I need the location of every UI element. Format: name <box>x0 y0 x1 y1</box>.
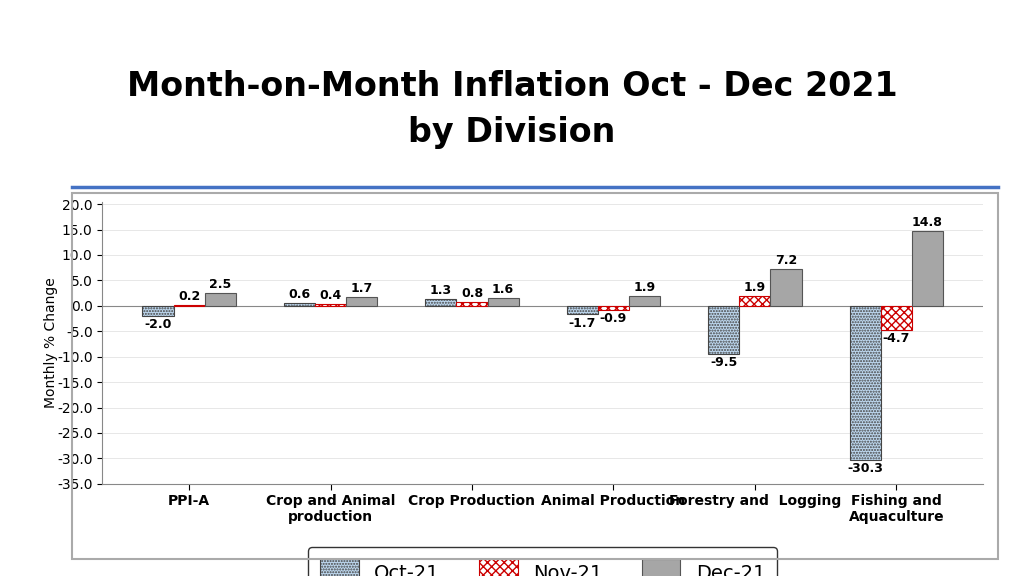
Text: 0.2: 0.2 <box>178 290 201 303</box>
Bar <box>739 296 770 306</box>
Text: 7.2: 7.2 <box>775 254 797 267</box>
Text: -2.0: -2.0 <box>144 318 172 331</box>
Text: by Division: by Division <box>409 116 615 149</box>
Text: Month-on-Month Inflation Oct - Dec 2021: Month-on-Month Inflation Oct - Dec 2021 <box>127 70 897 103</box>
Text: 1.6: 1.6 <box>493 283 514 295</box>
Text: 1.9: 1.9 <box>743 281 766 294</box>
Bar <box>346 297 377 306</box>
Bar <box>284 303 315 306</box>
Text: -30.3: -30.3 <box>847 462 883 475</box>
Bar <box>205 293 236 306</box>
Text: 1.3: 1.3 <box>430 284 452 297</box>
Bar <box>457 302 487 306</box>
Bar <box>315 304 346 306</box>
Text: 1.9: 1.9 <box>634 281 655 294</box>
Bar <box>487 298 519 306</box>
Bar <box>881 306 912 329</box>
Bar <box>850 306 881 460</box>
Text: 1.7: 1.7 <box>350 282 373 295</box>
Text: 2.5: 2.5 <box>209 278 231 291</box>
Bar <box>173 305 205 306</box>
Y-axis label: Monthly % Change: Monthly % Change <box>44 278 58 408</box>
Text: -9.5: -9.5 <box>711 356 737 369</box>
Text: -1.7: -1.7 <box>568 317 596 329</box>
Bar <box>629 296 660 306</box>
Bar <box>770 269 802 306</box>
Text: -4.7: -4.7 <box>883 332 910 345</box>
Bar <box>598 306 629 310</box>
Bar <box>566 306 598 314</box>
Bar <box>425 300 457 306</box>
Text: 0.4: 0.4 <box>319 289 342 302</box>
Bar <box>142 306 173 316</box>
Legend: Oct-21, Nov-21, Dec-21: Oct-21, Nov-21, Dec-21 <box>308 547 777 576</box>
Text: 0.8: 0.8 <box>461 287 483 300</box>
Text: 0.6: 0.6 <box>289 288 310 301</box>
Text: -0.9: -0.9 <box>600 312 627 325</box>
Bar <box>912 230 943 306</box>
Bar <box>709 306 739 354</box>
Text: 14.8: 14.8 <box>912 215 943 229</box>
